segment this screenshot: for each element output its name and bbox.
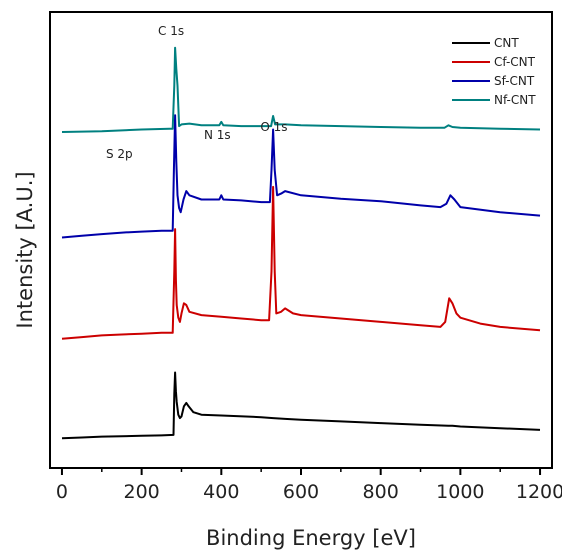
legend-label-cnt: CNT <box>494 36 519 50</box>
x-tick-label: 600 <box>283 481 319 503</box>
series-line-sf-cnt <box>61 114 541 239</box>
series-line-nf-cnt <box>61 46 541 133</box>
peak-label: S 2p <box>106 147 133 161</box>
x-axis-label: Binding Energy [eV] <box>206 526 416 550</box>
x-tick-label: 200 <box>124 481 160 503</box>
legend: CNT Cf-CNT Sf-CNT Nf-CNT <box>452 36 536 107</box>
series-line-cnt <box>61 371 541 440</box>
x-tick-label: 800 <box>363 481 399 503</box>
x-tick-label: 400 <box>203 481 239 503</box>
peak-label: C 1s <box>158 24 184 38</box>
peak-label: N 1s <box>204 128 231 142</box>
peak-annotations: C 1s S 2p N 1s O 1s <box>106 24 288 161</box>
legend-label-nf-cnt: Nf-CNT <box>494 93 536 107</box>
y-axis-label: Intensity [A.U.] <box>13 171 37 328</box>
x-tick-label: 0 <box>56 481 68 503</box>
x-tick-label: 1200 <box>516 481 562 503</box>
axes: 0 200 400 600 800 1000 1200 <box>49 11 562 503</box>
legend-label-sf-cnt: Sf-CNT <box>494 74 535 88</box>
x-tick-label: 1000 <box>436 481 484 503</box>
series-line-cf-cnt <box>61 185 541 340</box>
legend-label-cf-cnt: Cf-CNT <box>494 55 536 69</box>
plot-area <box>61 46 541 440</box>
peak-label: O 1s <box>260 120 287 134</box>
